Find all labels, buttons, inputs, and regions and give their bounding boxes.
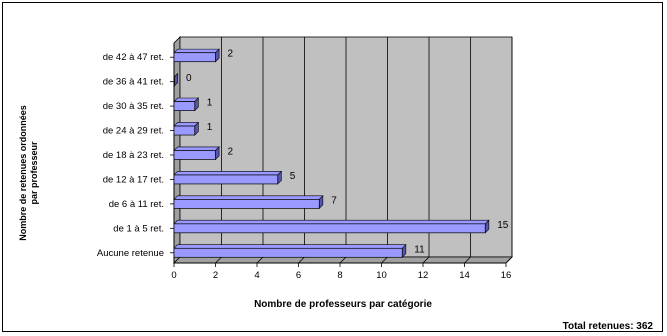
- x-tick-label: 12: [418, 270, 429, 281]
- bar: [173, 199, 320, 209]
- total-annotation: Total retenues: 362: [563, 321, 654, 332]
- gridline-floor: [422, 256, 430, 264]
- bar: [173, 247, 403, 258]
- x-tick-label: 16: [501, 270, 512, 281]
- x-tick-label: 4: [254, 270, 259, 281]
- data-label: 2: [228, 49, 234, 60]
- data-label: 2: [228, 147, 234, 158]
- bar-top: [173, 97, 200, 102]
- x-tick-label: 10: [376, 270, 387, 281]
- data-label: 7: [331, 195, 337, 206]
- x-tick-label: 14: [459, 270, 470, 281]
- x-tick-label: 0: [171, 270, 176, 281]
- category-label: de 24 à 29 ret.: [103, 126, 164, 137]
- x-tick-label: 8: [337, 270, 342, 281]
- bar: [173, 52, 216, 63]
- gridline-floor: [464, 256, 471, 264]
- y-axis-title-line-1: Nombre de retenues ordonnées: [18, 105, 28, 241]
- bar-top: [173, 219, 490, 225]
- category-label: de 30 à 35 ret.: [103, 101, 164, 112]
- data-label: 1: [207, 98, 213, 109]
- data-label: 11: [414, 244, 425, 255]
- gridline-floor: [215, 256, 222, 264]
- gridline-floor: [339, 256, 347, 264]
- x-axis-title: Nombre de professeurs par catégorie: [254, 299, 432, 310]
- gridline-floor: [298, 256, 305, 264]
- data-label: 5: [290, 171, 296, 182]
- category-label: de 18 à 23 ret.: [103, 150, 164, 161]
- gridline-floor: [256, 256, 264, 264]
- bar: [173, 125, 196, 136]
- bar-top: [173, 244, 407, 249]
- bar-top: [173, 195, 324, 200]
- gridline-floor: [381, 256, 388, 264]
- y-axis-title-line-2: par professeur: [29, 141, 39, 205]
- bar-top: [173, 122, 200, 127]
- bar: [173, 101, 196, 111]
- bar-top: [173, 171, 283, 176]
- bar-top: [173, 48, 220, 54]
- x-tick-label: 6: [296, 270, 301, 281]
- bars-group: [173, 48, 490, 259]
- category-label: de 42 à 47 ret.: [103, 52, 164, 63]
- bar: [173, 174, 279, 185]
- category-label: de 36 à 41 ret.: [103, 77, 164, 88]
- x-tick-label: 2: [213, 270, 218, 281]
- bar: [173, 223, 486, 234]
- data-label: 15: [497, 220, 509, 231]
- bar-top: [173, 146, 220, 151]
- category-label: de 1 à 5 ret.: [113, 223, 164, 234]
- category-label: de 6 à 11 ret.: [109, 199, 164, 210]
- data-label: 1: [207, 122, 213, 133]
- data-label: 0: [186, 73, 192, 84]
- bar: [173, 150, 216, 160]
- category-label: Aucune retenue: [97, 248, 164, 259]
- gridline-floor: [505, 256, 513, 264]
- category-label: de 12 à 17 ret.: [103, 174, 164, 185]
- bar: [173, 76, 175, 87]
- chart-frame: 0 2 4 6 8 10 12 14 16 Aucune retenue 11 de 1 à 5 re…: [2, 2, 663, 332]
